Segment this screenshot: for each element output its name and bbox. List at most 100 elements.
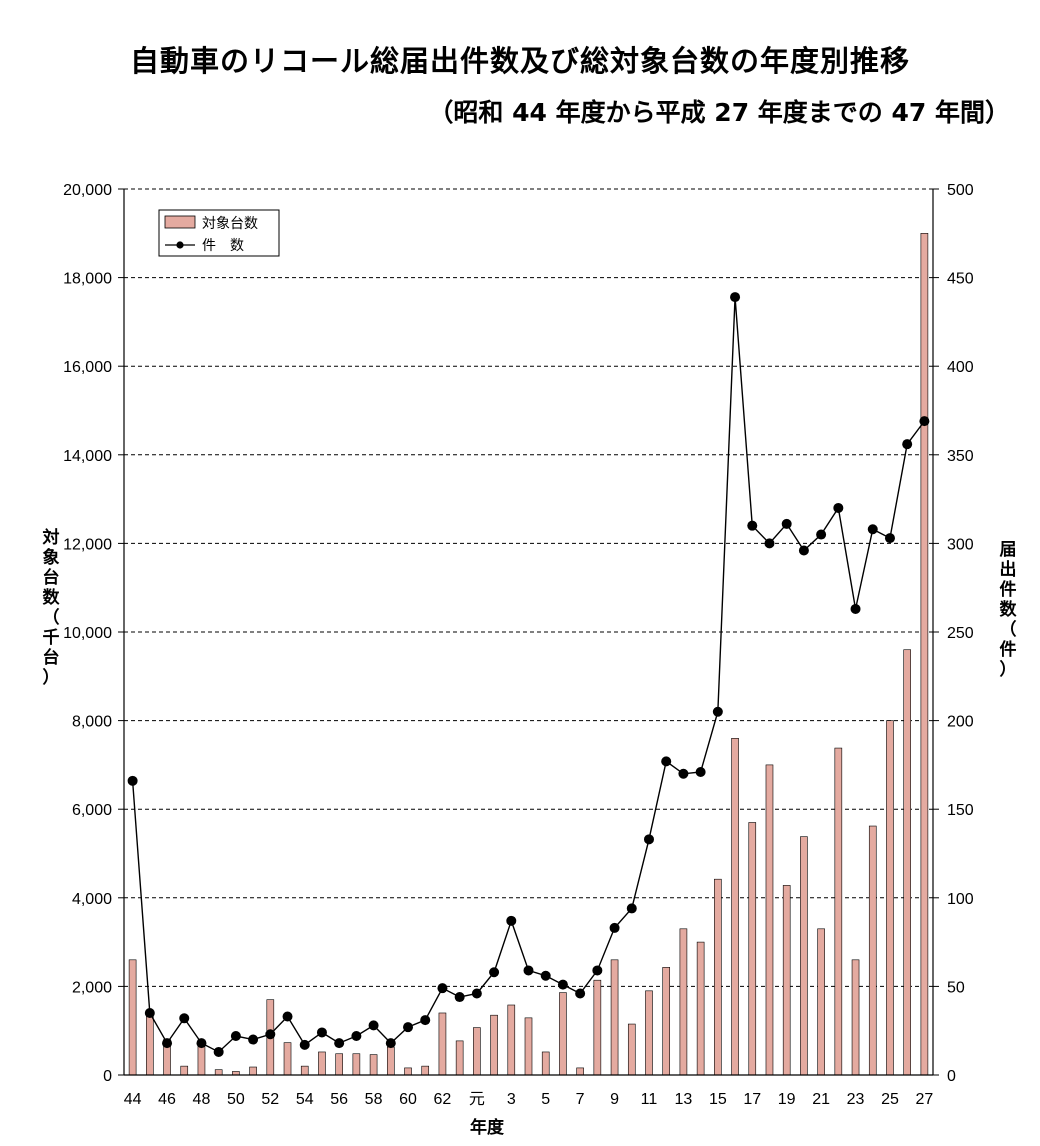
count-marker — [557, 979, 568, 990]
bar — [369, 1054, 378, 1076]
count-marker — [850, 603, 861, 614]
y-right-tick-label: 500 — [947, 182, 974, 199]
x-tick-label: 46 — [158, 1091, 176, 1108]
count-marker — [403, 1022, 414, 1033]
bar — [800, 836, 808, 1076]
count-marker — [730, 292, 741, 303]
bar — [714, 878, 722, 1076]
bar — [748, 822, 757, 1076]
count-marker — [540, 970, 551, 981]
count-marker — [592, 965, 603, 976]
bar — [146, 1012, 154, 1076]
bar — [696, 941, 705, 1076]
count-marker — [248, 1034, 259, 1045]
x-tick-label: 元 — [469, 1091, 485, 1108]
count-marker — [626, 903, 637, 914]
count-marker — [919, 416, 930, 427]
count-marker — [506, 915, 517, 926]
bar — [386, 1046, 395, 1076]
bar — [404, 1067, 412, 1076]
bar — [576, 1067, 584, 1076]
bar — [903, 649, 911, 1076]
x-tick-label: 5 — [541, 1091, 550, 1108]
x-tick-label: 27 — [915, 1091, 933, 1108]
count-marker — [144, 1007, 155, 1018]
bar — [593, 979, 602, 1076]
bar — [627, 1023, 636, 1076]
legend-marker — [176, 241, 184, 249]
count-marker — [437, 983, 448, 994]
x-tick-label: 50 — [227, 1091, 245, 1108]
y-right-tick-label: 150 — [947, 802, 974, 819]
count-marker — [643, 834, 654, 845]
bar — [645, 990, 653, 1076]
chart-subtitle: （昭和 44 年度から平成 27 年度までの 47 年間） — [428, 98, 1010, 127]
count-marker — [523, 965, 534, 976]
count-marker — [316, 1027, 327, 1038]
y-axis-right-label: 届出件数（件） — [1000, 540, 1018, 680]
x-tick-label: 7 — [576, 1091, 585, 1108]
y-left-tick-label: 10,000 — [63, 625, 112, 642]
bar — [507, 1004, 516, 1076]
y-left-tick-label: 8,000 — [72, 714, 112, 731]
legend: 対象台数 件 数 — [158, 209, 280, 257]
y-right-tick-label: 50 — [947, 979, 965, 996]
bar — [731, 738, 739, 1076]
x-tick-label: 9 — [610, 1091, 619, 1108]
count-marker — [816, 529, 827, 540]
legend-label-bars: 対象台数 — [202, 216, 258, 232]
x-tick-label: 3 — [507, 1091, 516, 1108]
legend-label-line: 件 数 — [202, 238, 244, 254]
count-marker — [575, 988, 586, 999]
y-left-tick-label: 18,000 — [63, 271, 112, 288]
count-marker — [661, 756, 672, 767]
x-tick-label: 54 — [296, 1091, 314, 1108]
y-right-tick-label: 0 — [947, 1068, 956, 1085]
y-left-tick-label: 12,000 — [63, 536, 112, 553]
count-marker — [712, 706, 723, 717]
count-marker — [420, 1015, 431, 1026]
count-marker — [230, 1031, 241, 1042]
count-marker — [454, 992, 465, 1003]
x-tick-label: 58 — [365, 1091, 383, 1108]
y-left-tick-label: 0 — [103, 1068, 112, 1085]
count-marker — [833, 502, 844, 513]
count-marker — [213, 1046, 224, 1057]
chart-title: 自動車のリコール総届出件数及び総対象台数の年度別推移 — [129, 44, 910, 78]
bar — [817, 928, 825, 1076]
count-marker — [798, 545, 809, 556]
bar — [318, 1051, 326, 1076]
bar — [352, 1053, 361, 1076]
bar — [249, 1066, 257, 1076]
x-tick-label: 52 — [261, 1091, 279, 1108]
bar — [834, 747, 843, 1076]
x-tick-label: 19 — [778, 1091, 796, 1108]
count-marker — [127, 775, 138, 786]
grid-lines — [124, 188, 933, 987]
count-marker — [764, 538, 775, 549]
x-tick-label: 23 — [847, 1091, 865, 1108]
bar — [438, 1012, 447, 1076]
x-tick-label: 21 — [812, 1091, 830, 1108]
count-marker — [385, 1038, 396, 1049]
bar — [214, 1069, 223, 1076]
x-tick-label: 56 — [330, 1091, 348, 1108]
bar — [610, 959, 619, 1076]
count-marker — [368, 1020, 379, 1031]
bar — [765, 764, 774, 1076]
count-marker — [265, 1029, 276, 1040]
x-tick-label: 13 — [675, 1091, 693, 1108]
y-left-tick-label: 2,000 — [72, 979, 112, 996]
bar — [128, 959, 137, 1076]
y-left-tick-label: 20,000 — [63, 182, 112, 199]
y-right-tick-label: 250 — [947, 625, 974, 642]
bar — [886, 720, 894, 1076]
y-left-tick-label: 4,000 — [72, 891, 112, 908]
count-marker — [695, 766, 706, 777]
x-tick-label: 11 — [641, 1091, 658, 1108]
count-marker — [884, 533, 895, 544]
legend-bar-swatch — [164, 215, 196, 229]
y-right-tick-label: 400 — [947, 359, 974, 376]
count-marker — [747, 520, 758, 531]
bar — [851, 959, 860, 1076]
